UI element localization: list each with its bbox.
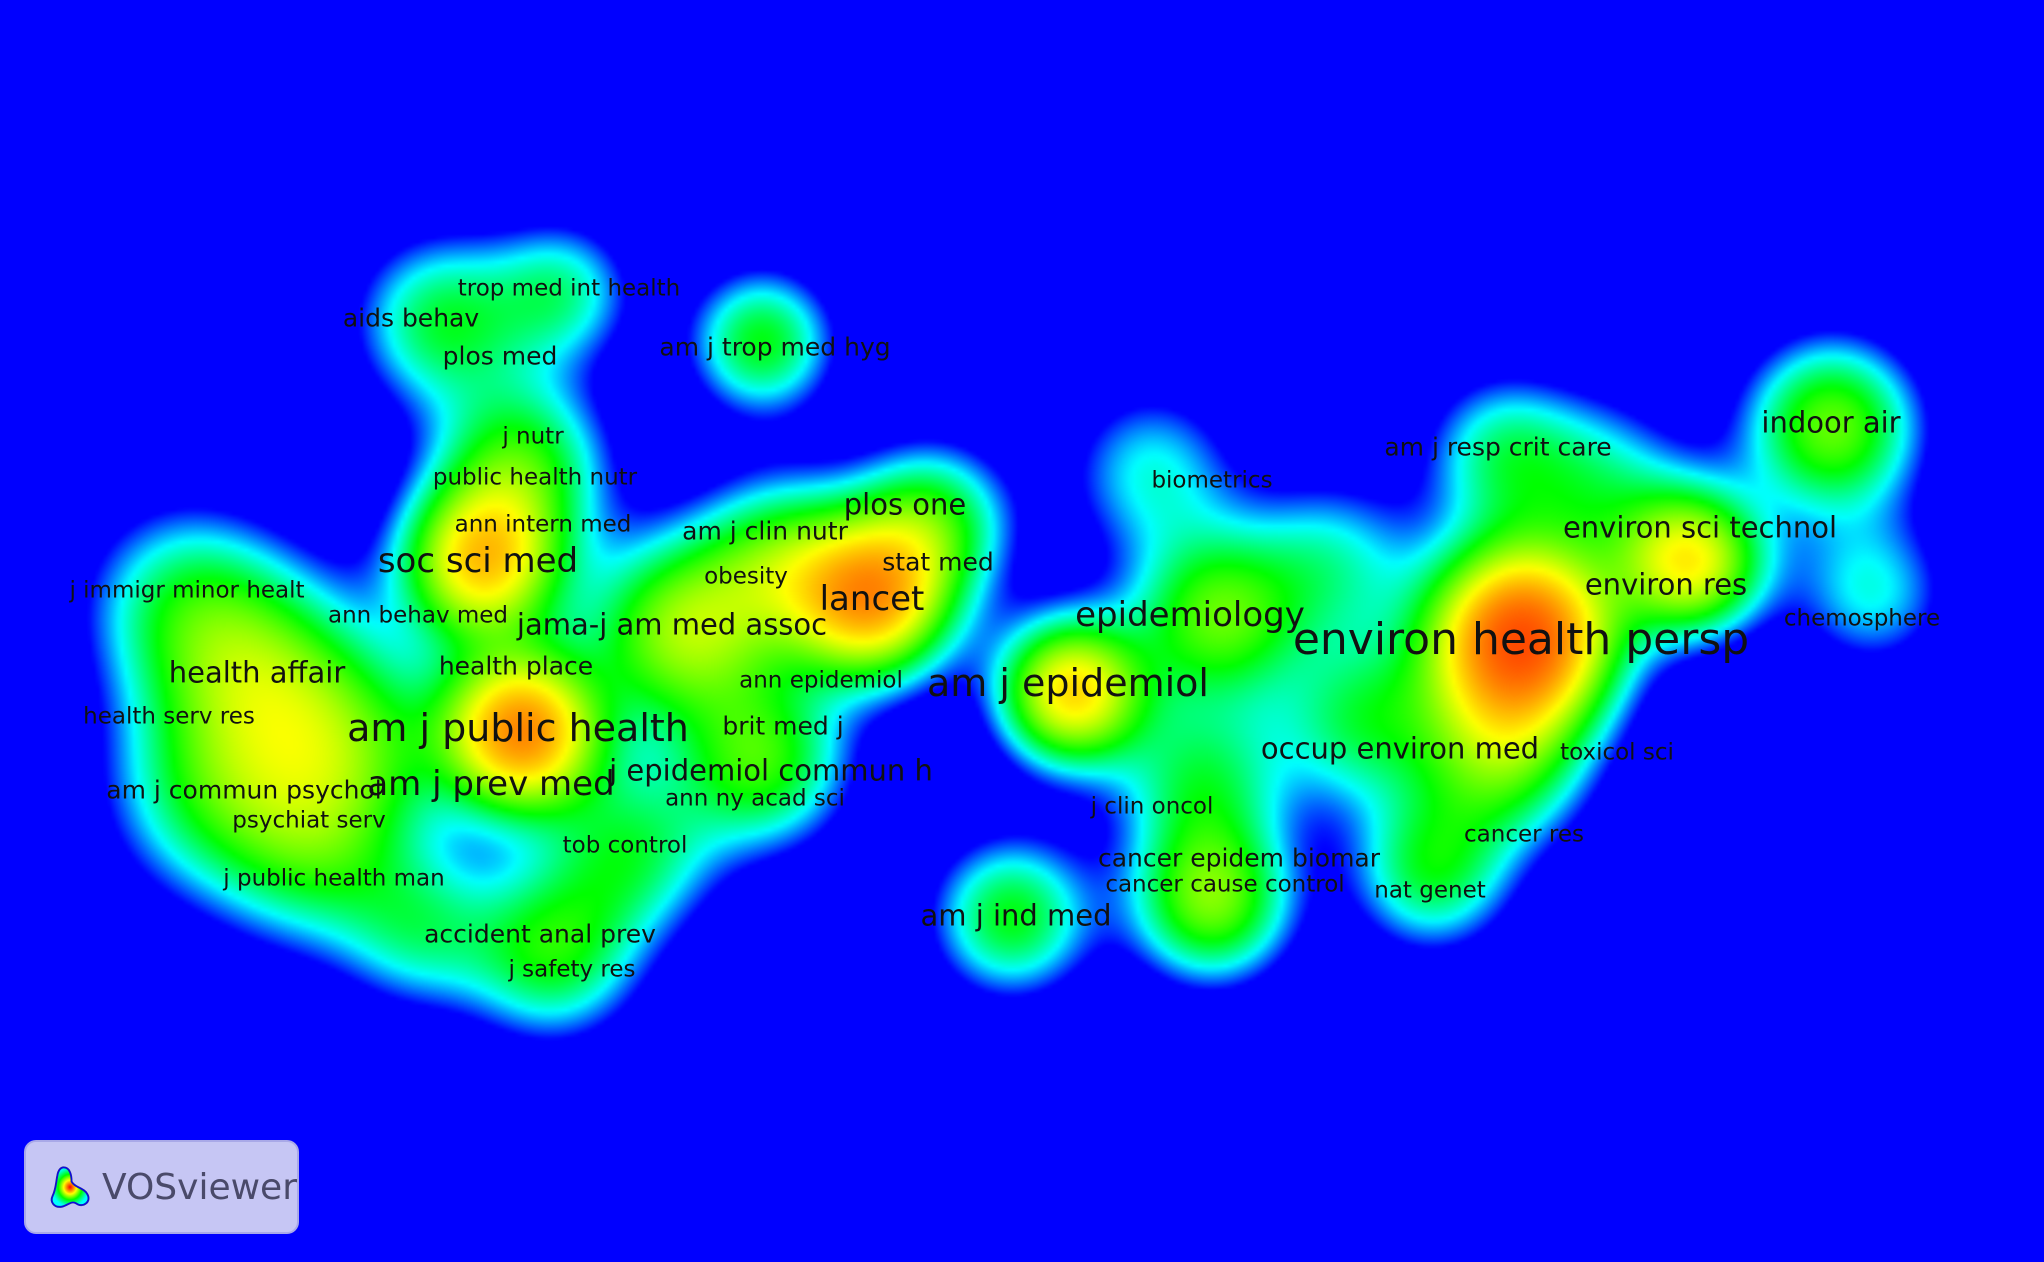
- journal-label[interactable]: plos one: [843, 487, 967, 522]
- journal-label[interactable]: occup environ med: [1260, 731, 1540, 766]
- journal-label[interactable]: trop med int health: [457, 275, 681, 302]
- journal-label[interactable]: j epidemiol commun h: [609, 753, 933, 788]
- brand-label: VOSviewer: [101, 1166, 297, 1208]
- journal-label[interactable]: obesity: [704, 563, 788, 590]
- journal-label[interactable]: psychiat serv: [232, 807, 386, 834]
- journal-label[interactable]: environ sci technol: [1562, 510, 1838, 545]
- journal-label[interactable]: cancer epidem biomar: [1097, 843, 1381, 873]
- journal-label[interactable]: soc sci med: [377, 541, 579, 581]
- journal-label[interactable]: health affair: [168, 655, 346, 690]
- journal-label[interactable]: j immigr minor healt: [69, 577, 305, 604]
- journal-label[interactable]: public health nutr: [432, 464, 638, 491]
- journal-label[interactable]: environ health persp: [1292, 614, 1750, 665]
- journal-label[interactable]: cancer cause control: [1105, 871, 1345, 898]
- journal-label[interactable]: j nutr: [502, 423, 564, 450]
- vosviewer-logo-icon: [50, 1166, 90, 1208]
- journal-label[interactable]: ann epidemiol: [739, 667, 903, 694]
- journal-label[interactable]: indoor air: [1761, 405, 1901, 440]
- journal-label[interactable]: am j clin nutr: [682, 516, 848, 546]
- journal-label[interactable]: am j public health: [347, 706, 689, 750]
- journal-label[interactable]: am j trop med hyg: [659, 332, 891, 362]
- journal-label[interactable]: health place: [438, 651, 594, 681]
- journal-label[interactable]: j clin oncol: [1090, 793, 1214, 820]
- journal-label[interactable]: health serv res: [83, 703, 255, 730]
- journal-label[interactable]: j safety res: [508, 956, 636, 983]
- journal-label[interactable]: am j commun psychol: [106, 775, 382, 805]
- journal-label[interactable]: ann ny acad sci: [665, 785, 845, 812]
- journal-label[interactable]: am j epidemiol: [927, 661, 1209, 705]
- journal-label[interactable]: lancet: [819, 579, 925, 619]
- journal-label[interactable]: jama-j am med assoc: [516, 607, 828, 642]
- journal-label[interactable]: am j resp crit care: [1384, 432, 1612, 462]
- journal-label[interactable]: accident anal prev: [424, 919, 656, 949]
- journal-label[interactable]: environ res: [1584, 567, 1748, 602]
- journal-label[interactable]: epidemiology: [1075, 595, 1305, 635]
- journal-label[interactable]: nat genet: [1374, 877, 1486, 904]
- journal-label[interactable]: cancer res: [1464, 821, 1584, 848]
- journal-label[interactable]: am j ind med: [920, 898, 1112, 933]
- journal-label[interactable]: ann behav med: [327, 602, 509, 629]
- journal-label[interactable]: tob control: [562, 832, 688, 859]
- journal-label[interactable]: stat med: [882, 547, 994, 577]
- vosviewer-badge: VOSviewer: [24, 1140, 299, 1234]
- journal-label[interactable]: chemosphere: [1783, 605, 1941, 632]
- journal-label[interactable]: brit med j: [722, 711, 844, 741]
- journal-label[interactable]: biometrics: [1151, 467, 1273, 494]
- journal-label[interactable]: j public health man: [223, 865, 445, 892]
- journal-label[interactable]: ann intern med: [454, 511, 632, 538]
- journal-label[interactable]: aids behav: [342, 303, 480, 333]
- journal-label[interactable]: am j prev med: [367, 764, 615, 804]
- journal-label[interactable]: plos med: [442, 341, 558, 371]
- journal-label[interactable]: toxicol sci: [1560, 739, 1674, 766]
